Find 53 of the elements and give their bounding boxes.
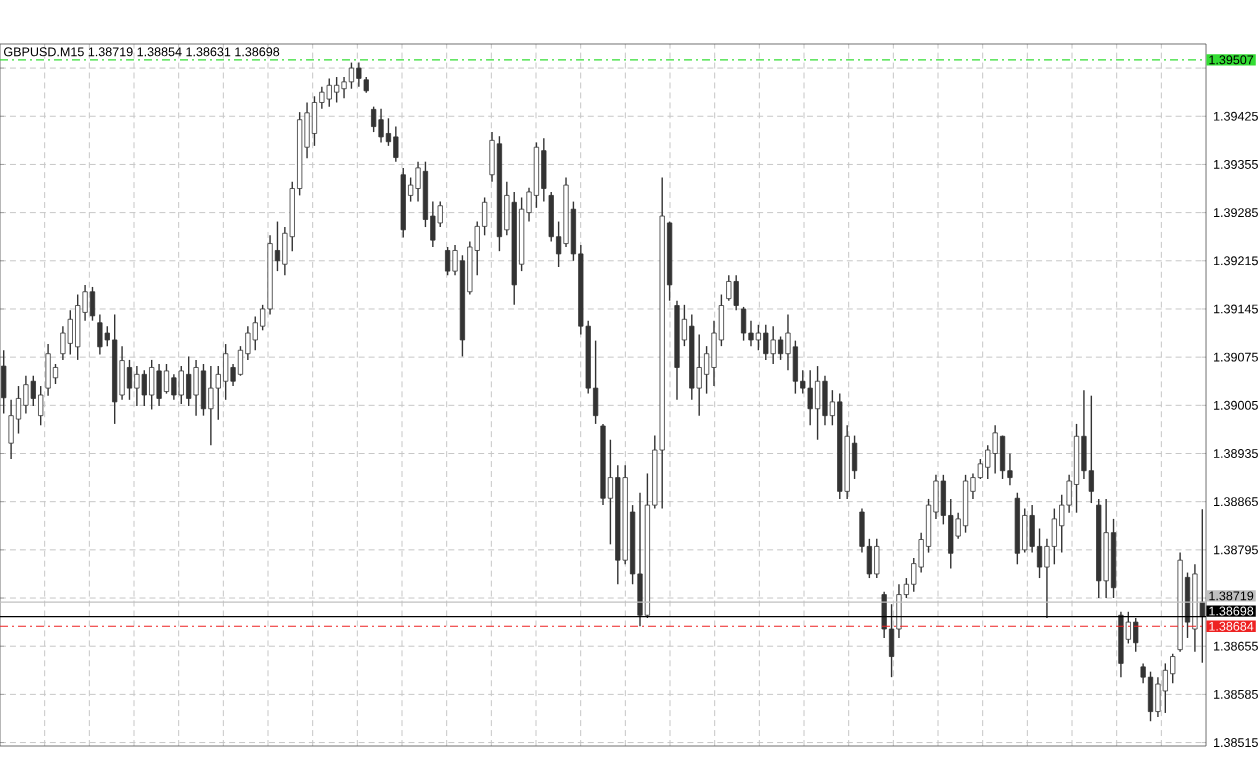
candlestick	[119, 345, 125, 401]
candlestick	[126, 359, 133, 401]
candlestick	[1, 349, 7, 415]
candlestick	[163, 363, 170, 395]
candlestick	[733, 274, 739, 312]
candlestick	[1155, 676, 1161, 718]
candlestick	[770, 325, 776, 365]
candlestick	[393, 125, 399, 163]
candlestick	[208, 365, 214, 446]
candlestick	[1199, 508, 1205, 664]
candlestick	[445, 246, 451, 276]
candlestick	[992, 424, 998, 475]
candlestick	[755, 324, 761, 351]
candlestick	[141, 369, 147, 407]
candlestick	[223, 343, 229, 401]
candlestick	[1133, 617, 1139, 653]
candlestick	[67, 309, 73, 356]
candlestick	[171, 373, 177, 401]
candlestick	[792, 339, 798, 395]
candlestick	[326, 77, 332, 108]
candlestick	[740, 306, 747, 342]
candlestick	[200, 363, 207, 417]
candlestick	[97, 313, 103, 356]
candlestick	[822, 375, 828, 426]
candlestick	[726, 274, 732, 302]
candlestick	[696, 333, 702, 417]
candlestick	[8, 399, 14, 460]
candlestick	[637, 492, 643, 627]
candlestick	[348, 61, 355, 90]
candlestick	[193, 359, 199, 417]
candlestick	[874, 538, 880, 579]
candlestick	[60, 325, 66, 361]
candlestick	[962, 474, 969, 534]
candlestick	[378, 107, 384, 144]
candlestick	[1088, 394, 1094, 504]
candlestick	[999, 434, 1006, 480]
candlestick	[178, 365, 184, 405]
candlestick	[23, 375, 29, 415]
candlestick	[311, 95, 318, 147]
candlestick	[1147, 670, 1154, 722]
candlestick	[777, 335, 784, 361]
candlestick	[334, 76, 340, 104]
candlestick	[75, 293, 81, 361]
candlestick	[814, 365, 821, 441]
candlestick	[1162, 662, 1168, 714]
candlestick	[134, 365, 140, 407]
candlestick	[807, 369, 813, 426]
candlestick	[149, 359, 155, 411]
candlestick	[89, 286, 96, 322]
candlestick	[356, 61, 362, 88]
candlestick	[1170, 653, 1176, 685]
candlestick	[763, 324, 769, 361]
candlestick	[156, 363, 162, 407]
